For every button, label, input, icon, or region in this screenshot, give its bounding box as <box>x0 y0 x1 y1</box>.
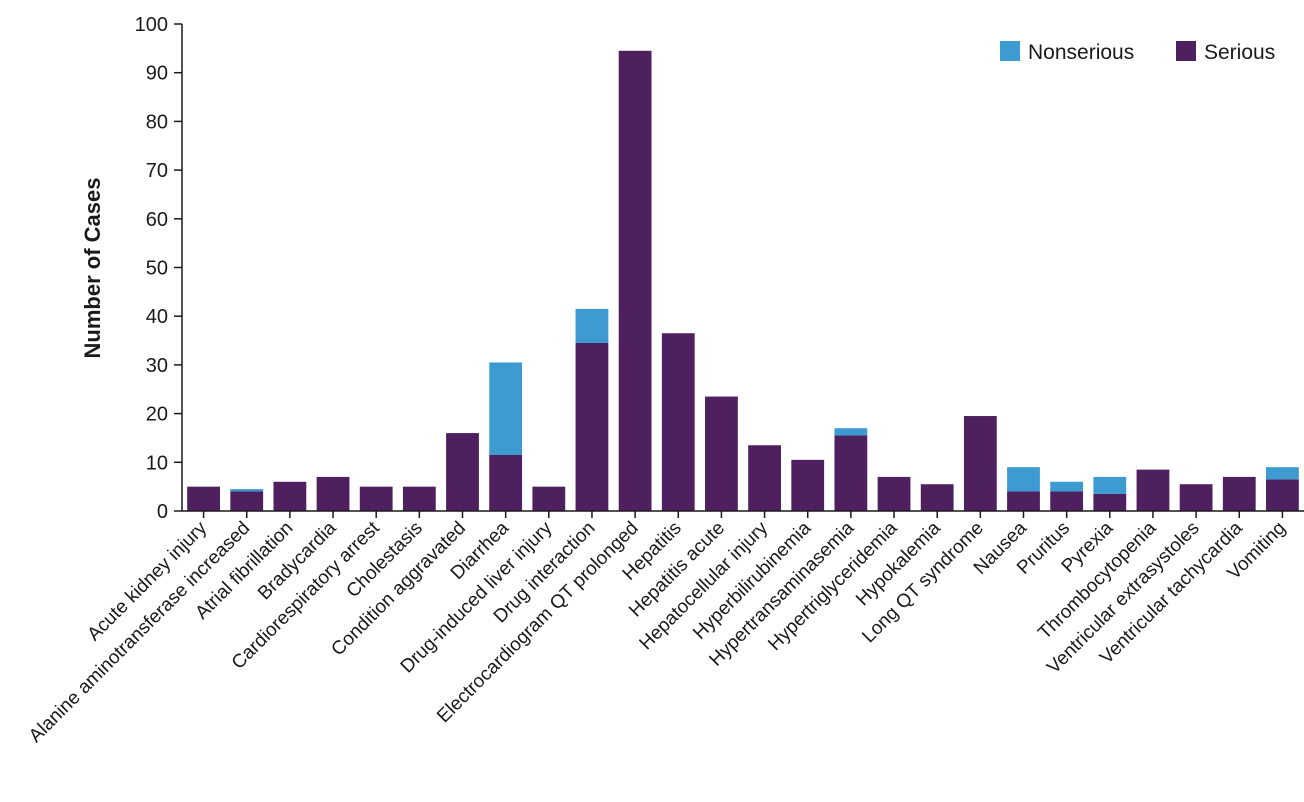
y-axis: 0 10 20 30 40 50 60 70 80 90 100 <box>135 14 183 523</box>
bar-serious <box>402 486 436 511</box>
bar-serious <box>532 486 566 511</box>
bar-serious <box>791 459 825 511</box>
bar-serious <box>575 342 609 511</box>
bar-serious <box>920 484 954 511</box>
bar-nonserious <box>575 308 609 343</box>
bar-serious <box>1222 476 1256 511</box>
bar-serious <box>1266 479 1299 511</box>
y-tick-label: 50 <box>146 258 168 280</box>
y-tick-label: 60 <box>146 209 168 231</box>
bar-serious <box>661 333 695 511</box>
y-tick-label: 40 <box>146 306 168 328</box>
y-tick-label: 70 <box>146 160 168 182</box>
bar-serious <box>877 476 911 511</box>
bar-serious <box>1179 484 1213 511</box>
legend-label-nonserious: Nonserious <box>1028 41 1134 64</box>
y-axis-title: Number of Cases <box>80 178 105 359</box>
bar-nonserious <box>230 489 264 492</box>
bar-serious <box>1093 493 1127 511</box>
bar-nonserious <box>1266 467 1299 480</box>
y-tick-label: 10 <box>146 452 168 474</box>
bar-serious <box>446 433 479 511</box>
bar-nonserious <box>834 428 868 436</box>
bar-serious <box>1136 469 1170 511</box>
bar-serious <box>618 50 652 511</box>
legend: Nonserious Serious <box>1000 41 1275 64</box>
legend-swatch-nonserious <box>1000 41 1020 61</box>
y-tick-label: 80 <box>146 111 168 133</box>
y-tick-label: 0 <box>157 501 168 523</box>
bar-nonserious <box>1050 481 1084 492</box>
y-tick-label: 20 <box>146 404 168 426</box>
bars <box>187 50 1299 511</box>
bar-serious <box>316 476 350 511</box>
legend-swatch-serious <box>1176 41 1196 61</box>
bar-serious <box>748 445 781 511</box>
bar-serious <box>273 481 307 511</box>
y-tick-label: 100 <box>135 14 168 36</box>
bar-serious <box>489 454 523 511</box>
y-tick-label: 90 <box>146 63 168 85</box>
bar-nonserious <box>1093 476 1127 494</box>
bar-serious <box>359 486 393 511</box>
y-tick-label: 30 <box>146 355 168 377</box>
bar-serious <box>187 486 220 511</box>
bar-serious <box>230 491 264 511</box>
legend-label-serious: Serious <box>1204 41 1275 64</box>
bar-serious <box>705 396 738 511</box>
bar-serious <box>1007 491 1040 511</box>
bar-serious <box>963 416 997 511</box>
bar-serious <box>834 435 868 511</box>
bar-serious <box>1050 491 1084 511</box>
bar-nonserious <box>1007 467 1040 492</box>
x-tick-label: Alanine aminotransferase increased <box>25 518 254 747</box>
bar-nonserious <box>489 362 523 455</box>
